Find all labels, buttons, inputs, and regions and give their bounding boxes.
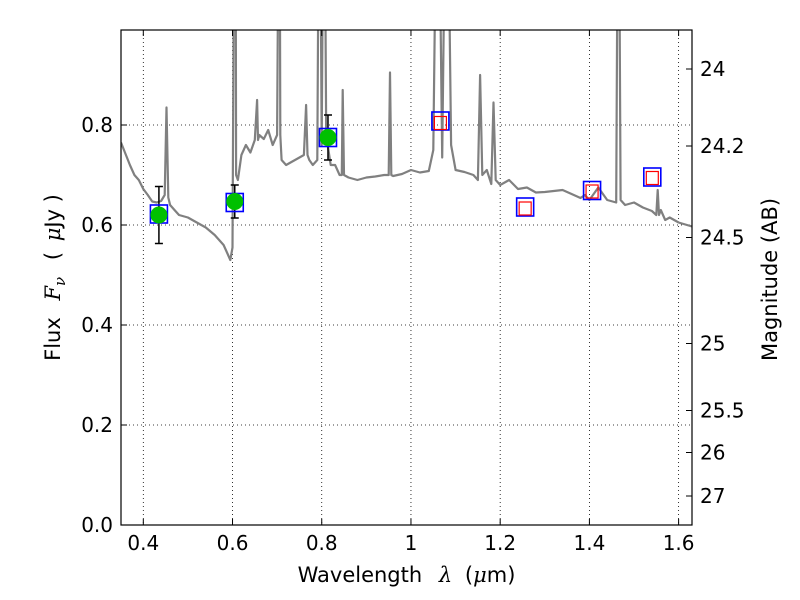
y2-tick-label: 24.5 bbox=[700, 226, 745, 250]
upper-limit-square bbox=[433, 115, 448, 131]
y-tick-label: 0.6 bbox=[81, 213, 113, 237]
data-point bbox=[226, 193, 244, 210]
model-square bbox=[582, 180, 602, 201]
model-square bbox=[515, 197, 535, 217]
x-tick-label: 1.2 bbox=[484, 531, 516, 555]
y2-tick-label: 25 bbox=[700, 332, 725, 356]
upper-limit-square bbox=[518, 201, 532, 216]
y-tick-label: 0.0 bbox=[81, 513, 113, 537]
y2-tick-label: 24 bbox=[700, 57, 725, 81]
y-axis-label: Flux Fν ( μJy ) bbox=[41, 194, 70, 361]
plot-area bbox=[121, 30, 692, 262]
y2-tick-label: 24.2 bbox=[700, 134, 745, 158]
right-axis-label: Magnitude (AB) bbox=[758, 198, 782, 361]
axis-ticks: 0.4 0.6 0.8 1 1.2 1.4 1.6 0.0 0.2 0.4 0.6 0.8 24 24.2… bbox=[81, 30, 745, 555]
spectrum-line bbox=[121, 30, 692, 262]
x-tick-label: 1 bbox=[405, 531, 418, 555]
y2-tick-label: 26 bbox=[700, 441, 725, 465]
y-tick-label: 0.4 bbox=[81, 313, 113, 337]
x-tick-label: 0.8 bbox=[306, 531, 338, 555]
y2-tick-label: 25.5 bbox=[700, 399, 745, 423]
data-point bbox=[150, 206, 168, 224]
x-tick-label: 0.4 bbox=[127, 531, 159, 555]
upper-limit-square bbox=[645, 170, 659, 186]
plot-frame bbox=[120, 29, 693, 526]
x-tick-label: 1.4 bbox=[573, 531, 605, 555]
x-tick-label: 0.6 bbox=[217, 531, 249, 555]
y-tick-label: 0.2 bbox=[81, 413, 113, 437]
y-tick-label: 0.8 bbox=[81, 113, 113, 137]
data-point bbox=[319, 129, 337, 146]
model-square bbox=[642, 167, 662, 187]
grid bbox=[121, 30, 692, 526]
x-axis-label: Wavelength λ (μm) bbox=[298, 563, 516, 587]
x-tick-label: 1.6 bbox=[663, 531, 695, 555]
y2-tick-label: 27 bbox=[700, 484, 725, 508]
upper-limit-square bbox=[585, 184, 599, 199]
